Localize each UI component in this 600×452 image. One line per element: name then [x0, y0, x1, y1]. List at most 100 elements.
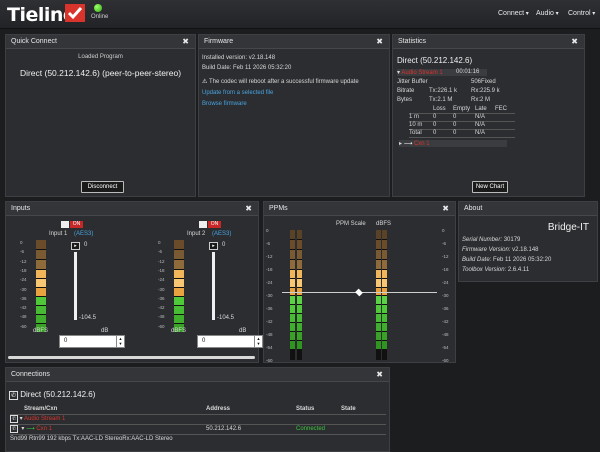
stats-cxn-name: Cxn 1: [413, 141, 430, 147]
close-icon[interactable]: ✖: [442, 204, 449, 213]
meter-segment: [297, 240, 302, 249]
stepper-arrows-icon[interactable]: ▲ ▼: [254, 336, 262, 347]
fader-track[interactable]: [212, 252, 215, 320]
meter-segment: [297, 323, 302, 331]
meter-segment: [174, 279, 184, 287]
key-icon[interactable]: [199, 221, 207, 228]
table-cell: Total: [409, 130, 422, 136]
phone-icon[interactable]: ✆: [9, 391, 18, 400]
meter-segment: [376, 332, 381, 340]
toolbox-version-row: Toolbox Version: 2.6.4.11: [462, 267, 529, 273]
channel-on-button[interactable]: ON: [70, 221, 83, 228]
meter-scale-label: -36: [158, 295, 165, 301]
ppm-balance-marker[interactable]: [355, 288, 363, 297]
ppm-scale-label-left: -36: [266, 306, 273, 311]
meter-scale-label: -12: [158, 258, 165, 264]
meter-segment: [376, 230, 381, 239]
online-status-icon: [94, 4, 102, 12]
channel-name: Input 1: [49, 231, 68, 237]
statistics-header: Statistics ✖: [393, 35, 584, 49]
stream-name: Audio Stream 1: [24, 416, 66, 422]
meter-segment: [174, 240, 184, 249]
close-icon[interactable]: ✖: [376, 37, 383, 46]
table-cell: 0: [433, 114, 437, 120]
meter-segment: [36, 250, 46, 259]
bytes-label: Bytes: [397, 97, 413, 103]
browse-firmware-link[interactable]: Browse firmware: [202, 101, 247, 107]
channel-on-button[interactable]: ON: [208, 221, 221, 228]
table-cell: [495, 121, 515, 129]
table-row: 10 m 0 0 N/A: [409, 121, 516, 129]
meter-segment: [376, 260, 381, 269]
meter-segment: [290, 314, 295, 322]
meter-segment: [36, 288, 46, 296]
bitrate-tx: Tx:226.1 k: [429, 88, 458, 94]
meter-segment: [376, 279, 381, 287]
toolbox-version-value: 2.6.4.11: [507, 267, 530, 273]
gain-stepper[interactable]: 0 ▲ ▼: [197, 335, 263, 348]
stepper-arrows-icon[interactable]: ▲ ▼: [116, 336, 124, 347]
meter-segment: [174, 315, 184, 323]
meter-segment: [36, 306, 46, 314]
firmware-version-value: v2.18.148: [512, 247, 539, 253]
meter-segment: [376, 305, 381, 313]
meter-segment: [174, 297, 184, 305]
meter-segment: [382, 250, 387, 259]
table-row[interactable]: ✆ ▾ Audio Stream 1: [10, 415, 386, 424]
ppm-scale-unit: dBFS: [376, 221, 392, 227]
fader-handle[interactable]: ▸: [71, 242, 80, 250]
loaded-program-label: Loaded Program: [78, 54, 123, 60]
meter-segment: [382, 288, 387, 295]
bitrate-rx: Rx:225.9 k: [471, 88, 500, 94]
control-menu[interactable]: Control: [568, 10, 595, 17]
ppm-scale-label-right: -6: [442, 241, 447, 246]
ppm-scale-label-left: -12: [266, 254, 273, 259]
meter-segment: [297, 288, 302, 295]
phone-icon[interactable]: ✆: [10, 415, 18, 423]
stats-stream-row[interactable]: ▾ Audio Stream 1: [397, 69, 487, 76]
inputs-scrollbar[interactable]: [8, 356, 255, 359]
meter-scale-label: -48: [158, 314, 165, 320]
update-from-file-link[interactable]: Update from a selected file: [202, 90, 274, 96]
tieline-logo[interactable]: Tieline: [7, 4, 76, 26]
meter-segment: [290, 260, 295, 269]
meter-segment: [382, 260, 387, 269]
fader-track[interactable]: [74, 252, 77, 320]
meter-segment: [290, 305, 295, 313]
meter-segment: [290, 240, 295, 249]
meter-segment: [382, 270, 387, 278]
disconnect-button[interactable]: Disconnect: [81, 181, 124, 193]
quick-connect-panel: Quick Connect ✖ Loaded Program Direct (5…: [5, 34, 196, 197]
table-row[interactable]: ✆ ▾ ⟶ Cxn 1: [10, 425, 386, 434]
serial-number-row: Serial Number: 30179: [462, 237, 520, 243]
connection-name: Direct (50.212.142.6): [20, 390, 96, 399]
ppm-scale-label-right: -42: [442, 319, 449, 324]
meter-segment: [382, 296, 387, 304]
bytes-tx: Tx:2.1 M: [429, 97, 453, 103]
cxn-name: Cxn 1: [36, 426, 52, 432]
connect-menu[interactable]: Connect: [498, 10, 529, 17]
table-cell: [495, 129, 515, 137]
stats-stream-name: Audio Stream 1: [401, 70, 443, 76]
close-icon[interactable]: ✖: [182, 37, 189, 46]
close-icon[interactable]: ✖: [245, 204, 252, 213]
table-header: Loss: [433, 105, 446, 112]
close-icon[interactable]: ✖: [571, 37, 578, 46]
meter-scale-label: -42: [20, 305, 27, 311]
meter-segment: [174, 260, 184, 269]
stats-cxn-row[interactable]: ▸ ⟶ Cxn 1: [399, 140, 507, 147]
key-icon[interactable]: [61, 221, 69, 228]
fader-handle[interactable]: ▸: [209, 242, 218, 250]
table-cell: 1 m: [409, 114, 420, 120]
ppm-meter-bar: [382, 230, 387, 360]
meter-segment: [290, 230, 295, 239]
fader-top-value: 0: [84, 242, 88, 248]
gain-stepper[interactable]: 0 ▲ ▼: [59, 335, 125, 348]
audio-menu[interactable]: Audio: [536, 10, 559, 17]
close-icon[interactable]: ✖: [376, 370, 383, 379]
panel-title: Quick Connect: [11, 38, 57, 45]
loss-table: Loss Empty Late FEC 1 m 0 0 N/A 10 m 0 0…: [409, 105, 516, 138]
panel-title: PPMs: [269, 205, 288, 212]
new-chart-button[interactable]: New Chart: [472, 181, 508, 193]
phone-icon[interactable]: ✆: [10, 425, 18, 433]
